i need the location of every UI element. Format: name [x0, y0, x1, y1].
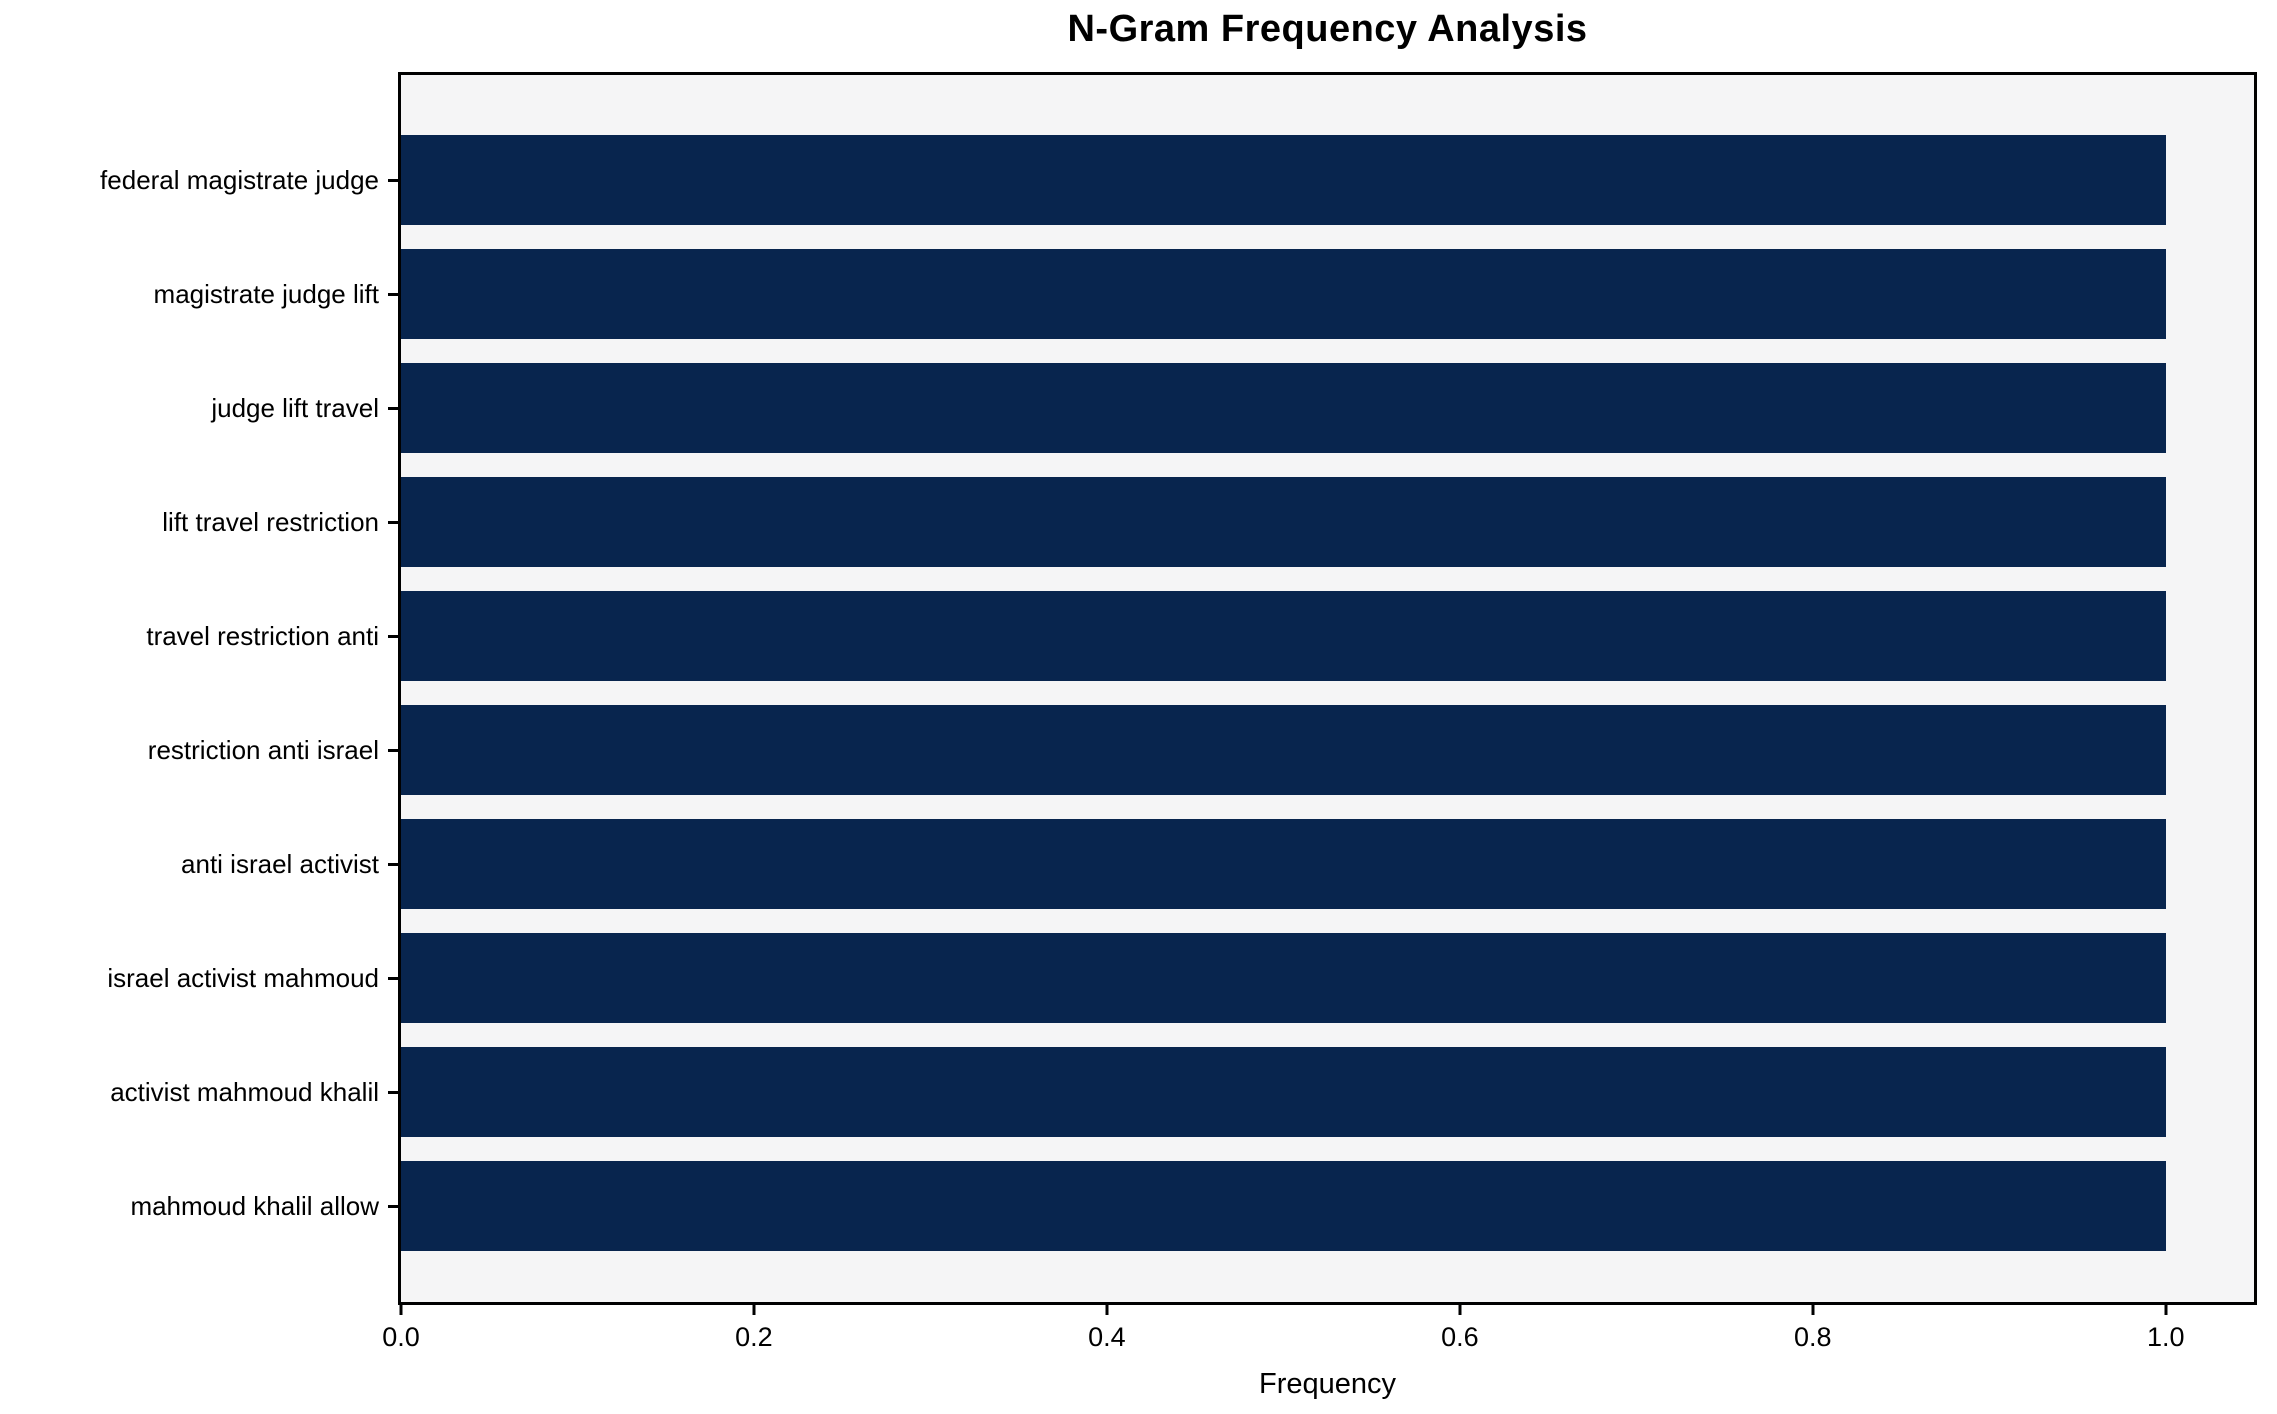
y-axis-tick	[388, 976, 398, 980]
y-axis-tick	[388, 1090, 398, 1094]
bar-row	[401, 135, 2254, 225]
y-axis-label: judge lift travel	[211, 393, 379, 423]
y-axis-label: travel restriction anti	[146, 621, 379, 651]
bar	[401, 1047, 2166, 1137]
x-axis-label: Frequency	[1258, 1368, 1396, 1400]
y-axis-tick	[388, 1204, 398, 1208]
y-axis-label: restriction anti israel	[147, 735, 379, 765]
y-axis-label: mahmoud khalil allow	[130, 1191, 379, 1221]
y-axis-tick	[388, 406, 398, 410]
bar	[401, 705, 2166, 795]
bar-row	[401, 1047, 2254, 1137]
x-axis-tick	[399, 1305, 403, 1315]
y-axis-label: lift travel restriction	[162, 507, 379, 537]
plot-area: federal magistrate judge magistrate judge…	[100, 72, 2257, 1352]
x-axis-tick-label: 0.0	[382, 1322, 420, 1352]
bar	[401, 1161, 2166, 1251]
y-axis-label: israel activist mahmoud	[107, 963, 379, 993]
y-axis-label: anti israel activist	[181, 849, 379, 879]
y-axis-tick	[388, 178, 398, 182]
y-axis-tick	[388, 862, 398, 866]
y-axis-label: activist mahmoud khalil	[110, 1077, 379, 1107]
y-axis-tick	[388, 634, 398, 638]
bar	[401, 135, 2166, 225]
y-axis-tick	[388, 520, 398, 524]
bar	[401, 819, 2166, 909]
bar-row	[401, 705, 2254, 795]
x-axis-tick-label: 0.2	[735, 1322, 773, 1352]
x-axis-tick-label: 0.8	[1794, 1322, 1832, 1352]
bar-row	[401, 819, 2254, 909]
x-axis-tick	[752, 1305, 756, 1315]
x-axis-tick	[1105, 1305, 1109, 1315]
bar-row	[401, 933, 2254, 1023]
bar	[401, 933, 2166, 1023]
bar	[401, 591, 2166, 681]
chart-title: N-Gram Frequency Analysis	[1067, 8, 1588, 50]
x-axis-tick	[1811, 1305, 1815, 1315]
x-axis-tick	[2164, 1305, 2168, 1315]
bar-row	[401, 477, 2254, 567]
x-axis-tick-label: 0.6	[1441, 1322, 1479, 1352]
bar-row	[401, 591, 2254, 681]
x-axis-tick	[1458, 1305, 1462, 1315]
x-axis-tick-label: 1.0	[2146, 1322, 2185, 1352]
bar	[401, 477, 2166, 567]
bar-row	[401, 1161, 2254, 1251]
y-axis-tick	[388, 748, 398, 752]
y-axis-label: federal magistrate judge	[100, 165, 379, 195]
y-axis-tick	[388, 292, 398, 296]
bar-row	[401, 363, 2254, 453]
bar	[401, 249, 2166, 339]
bar	[401, 363, 2166, 453]
y-axis-label: magistrate judge lift	[153, 279, 379, 309]
x-axis-tick-label: 0.4	[1088, 1322, 1126, 1352]
bar-row	[401, 249, 2254, 339]
bars-layer: federal magistrate judge magistrate judge…	[100, 75, 2254, 1302]
